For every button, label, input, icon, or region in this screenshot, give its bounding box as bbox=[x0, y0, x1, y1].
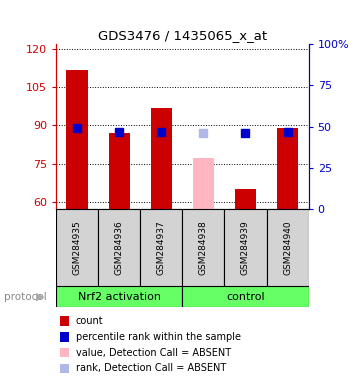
Bar bbox=[182, 209, 225, 286]
Text: Nrf2 activation: Nrf2 activation bbox=[78, 291, 161, 302]
Bar bbox=[235, 189, 256, 209]
Bar bbox=[266, 209, 309, 286]
Text: GSM284940: GSM284940 bbox=[283, 220, 292, 275]
Text: value, Detection Call = ABSENT: value, Detection Call = ABSENT bbox=[76, 348, 231, 358]
Text: control: control bbox=[226, 291, 265, 302]
Text: GSM284939: GSM284939 bbox=[241, 220, 250, 275]
Text: ▶: ▶ bbox=[36, 291, 45, 302]
Text: protocol: protocol bbox=[4, 291, 46, 302]
Bar bbox=[140, 209, 182, 286]
Bar bbox=[98, 209, 140, 286]
Title: GDS3476 / 1435065_x_at: GDS3476 / 1435065_x_at bbox=[98, 28, 267, 41]
Text: rank, Detection Call = ABSENT: rank, Detection Call = ABSENT bbox=[76, 363, 226, 373]
Bar bbox=[66, 70, 87, 209]
Bar bbox=[277, 128, 298, 209]
Bar bbox=[56, 286, 182, 307]
Text: GSM284938: GSM284938 bbox=[199, 220, 208, 275]
Bar bbox=[151, 108, 172, 209]
Text: GSM284937: GSM284937 bbox=[157, 220, 166, 275]
Bar bbox=[225, 209, 266, 286]
Bar bbox=[193, 159, 214, 209]
Bar bbox=[56, 209, 98, 286]
Text: percentile rank within the sample: percentile rank within the sample bbox=[76, 332, 241, 342]
Bar bbox=[109, 133, 130, 209]
Text: GSM284936: GSM284936 bbox=[115, 220, 123, 275]
Bar bbox=[182, 286, 309, 307]
Text: GSM284935: GSM284935 bbox=[73, 220, 82, 275]
Text: count: count bbox=[76, 316, 104, 326]
